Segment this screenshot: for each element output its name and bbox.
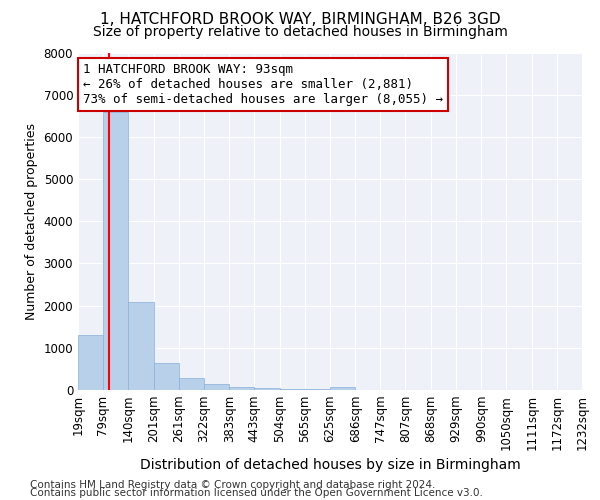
Text: Size of property relative to detached houses in Birmingham: Size of property relative to detached ho… [92, 25, 508, 39]
Y-axis label: Number of detached properties: Number of detached properties [25, 122, 38, 320]
Bar [179, 378, 204, 390]
Bar [128, 302, 154, 390]
Bar [280, 388, 305, 390]
Text: Contains HM Land Registry data © Crown copyright and database right 2024.: Contains HM Land Registry data © Crown c… [30, 480, 436, 490]
Bar [305, 389, 330, 390]
Bar [229, 386, 254, 390]
Bar [78, 335, 103, 390]
Text: 1 HATCHFORD BROOK WAY: 93sqm
← 26% of detached houses are smaller (2,881)
73% of: 1 HATCHFORD BROOK WAY: 93sqm ← 26% of de… [83, 62, 443, 106]
Bar [330, 386, 355, 390]
Text: 1, HATCHFORD BROOK WAY, BIRMINGHAM, B26 3GD: 1, HATCHFORD BROOK WAY, BIRMINGHAM, B26 … [100, 12, 500, 28]
Bar [254, 388, 280, 390]
Bar [204, 384, 229, 390]
X-axis label: Distribution of detached houses by size in Birmingham: Distribution of detached houses by size … [140, 458, 520, 472]
Text: Contains public sector information licensed under the Open Government Licence v3: Contains public sector information licen… [30, 488, 483, 498]
Bar [103, 112, 128, 390]
Bar [154, 362, 179, 390]
